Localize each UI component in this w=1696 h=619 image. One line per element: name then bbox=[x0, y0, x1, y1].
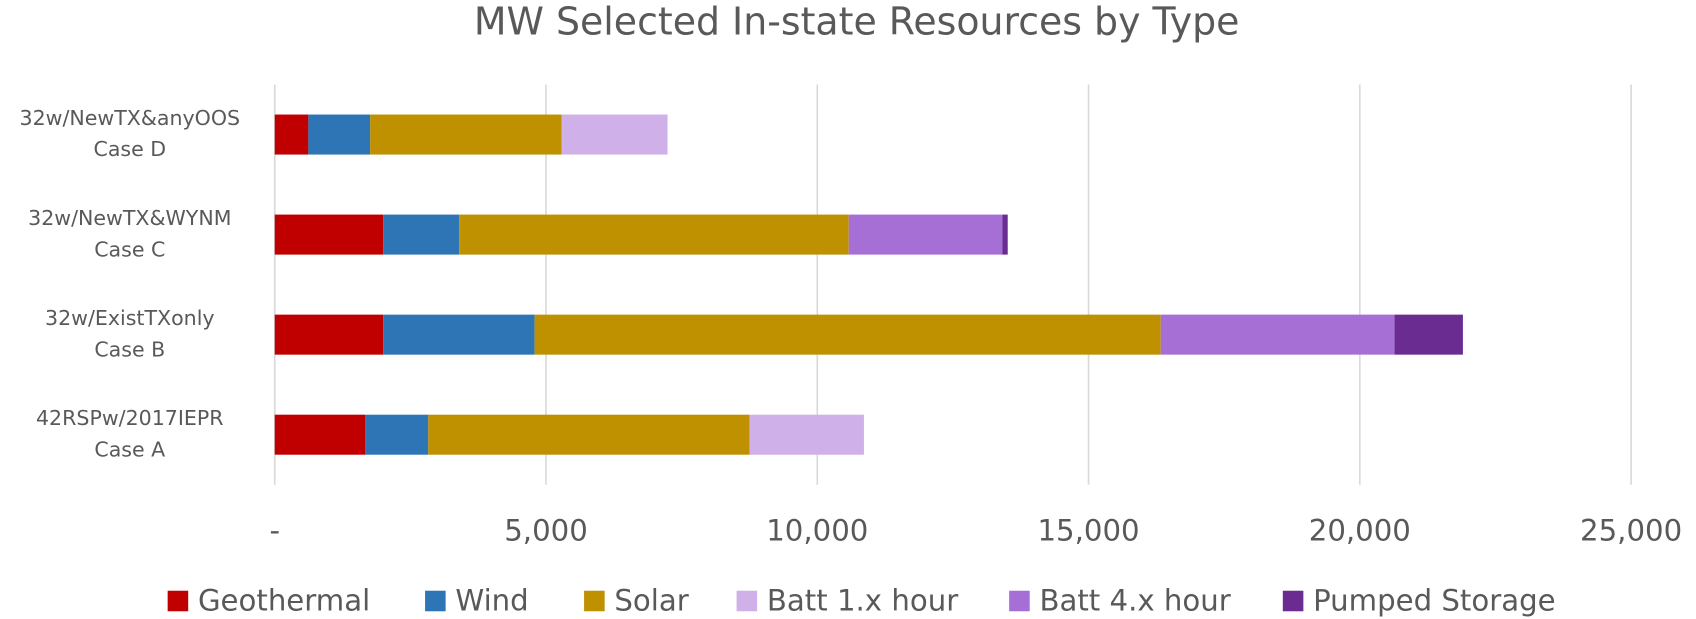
legend-swatch bbox=[1009, 590, 1030, 612]
bar-segment bbox=[534, 314, 1161, 355]
bar-segment bbox=[274, 314, 384, 355]
bar-segment bbox=[848, 214, 1003, 255]
bar-segment bbox=[459, 214, 849, 255]
bar-segment bbox=[428, 414, 750, 455]
bar-segment bbox=[274, 114, 309, 155]
bar-segment bbox=[274, 214, 384, 255]
legend-label: Batt 1.x hour bbox=[767, 584, 958, 618]
legend-swatch bbox=[736, 590, 758, 612]
y-tick-label: 32w/ExistTXonly bbox=[45, 306, 215, 330]
bar-segment bbox=[370, 114, 562, 155]
legend-swatch bbox=[1282, 590, 1304, 612]
x-tick-label: 20,000 bbox=[1309, 513, 1411, 547]
legend-swatch bbox=[584, 590, 605, 612]
legend-label: Solar bbox=[614, 584, 688, 618]
y-tick-label: Case D bbox=[93, 137, 166, 161]
legend-swatch bbox=[425, 590, 446, 612]
y-tick-label: Case A bbox=[94, 437, 165, 461]
chart-title: MW Selected In-state Resources by Type bbox=[474, 0, 1240, 43]
bar-segment bbox=[749, 414, 864, 455]
bar-segment bbox=[383, 214, 460, 255]
y-tick-label: Case C bbox=[94, 237, 165, 261]
legend-swatch bbox=[167, 590, 189, 612]
legend-label: Geothermal bbox=[198, 584, 370, 618]
bar-segment bbox=[1160, 314, 1395, 355]
x-tick-label: 10,000 bbox=[766, 513, 868, 547]
bar-segment bbox=[383, 314, 535, 355]
y-tick-label: Case B bbox=[94, 337, 165, 361]
y-tick-label: 42RSPw/2017IEPR bbox=[36, 406, 224, 430]
x-tick-label: 5,000 bbox=[504, 513, 588, 547]
legend-label: Pumped Storage bbox=[1313, 584, 1556, 618]
x-tick-label: 15,000 bbox=[1037, 513, 1139, 547]
legend-label: Batt 4.x hour bbox=[1039, 584, 1230, 618]
bar-segment bbox=[561, 114, 668, 155]
legend-label: Wind bbox=[455, 584, 528, 618]
bar-segment bbox=[365, 414, 429, 455]
bar-segment bbox=[1002, 214, 1008, 255]
bar-segment bbox=[1394, 314, 1463, 355]
y-tick-label: 32w/NewTX&anyOOS bbox=[20, 106, 241, 130]
bar-segment bbox=[274, 414, 366, 455]
x-tick-label: 25,000 bbox=[1580, 513, 1682, 547]
x-tick-label: - bbox=[269, 513, 280, 547]
bar-segment bbox=[308, 114, 371, 155]
y-tick-label: 32w/NewTX&WYNM bbox=[28, 206, 231, 230]
